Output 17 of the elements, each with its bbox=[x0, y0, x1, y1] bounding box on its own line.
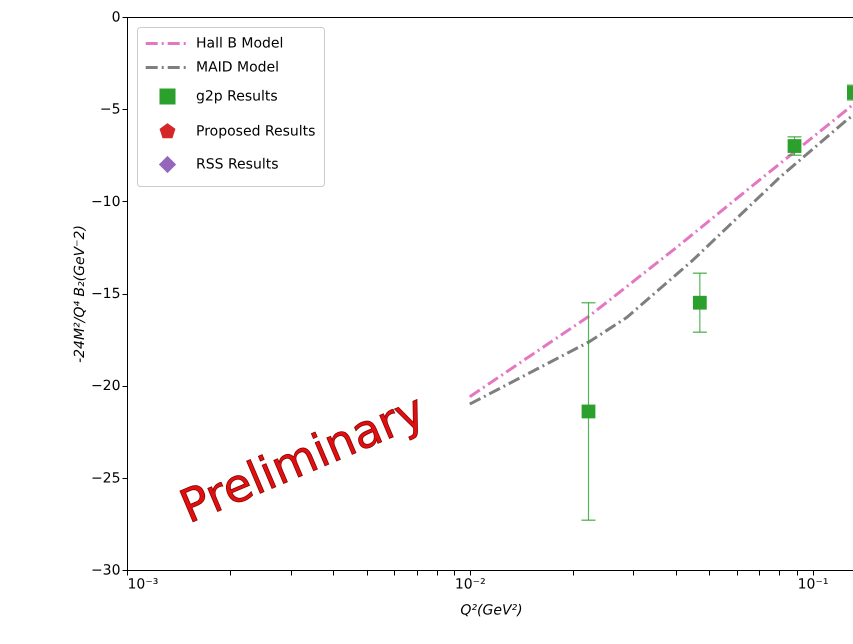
legend-label: g2p Results bbox=[196, 88, 278, 104]
y-axis-title: -24M²/Q⁴ B₂(GeV⁻2) bbox=[72, 225, 88, 363]
y-tick-label: −20 bbox=[90, 378, 120, 394]
legend-label: Proposed Results bbox=[196, 124, 316, 140]
legend-label: RSS Results bbox=[196, 156, 279, 172]
legend-label: MAID Model bbox=[196, 60, 280, 76]
y-tick-label: −30 bbox=[90, 562, 120, 578]
x-tick-label: 10⁻¹ bbox=[798, 576, 828, 592]
x-axis-title: Q²(GeV²) bbox=[460, 602, 523, 618]
y-tick-label: 0 bbox=[112, 10, 120, 26]
x-tick-label: 10⁻³ bbox=[128, 576, 158, 592]
y-tick-label: −25 bbox=[90, 470, 120, 486]
y-tick-label: −10 bbox=[90, 194, 120, 210]
y-tick-label: −15 bbox=[90, 286, 120, 302]
x-tick-label: 10⁻² bbox=[454, 576, 486, 592]
y-tick-label: −5 bbox=[100, 102, 120, 118]
legend-label: Hall B Model bbox=[196, 36, 284, 52]
